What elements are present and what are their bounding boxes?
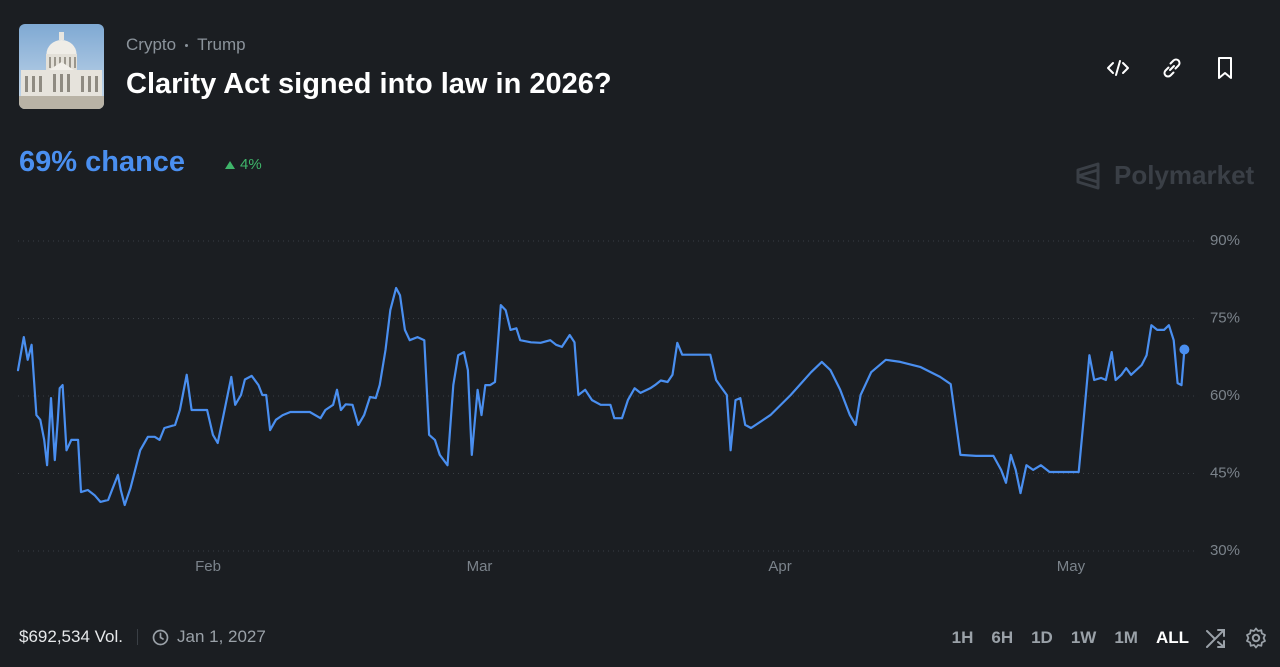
y-tick-label: 90% (1210, 232, 1240, 249)
tag[interactable]: Trump (197, 35, 246, 54)
x-tick-label: May (1057, 558, 1086, 575)
footer-info: $692,534 Vol. Jan 1, 2027 (19, 627, 266, 647)
compare-button[interactable] (1204, 626, 1228, 650)
x-tick-label: Apr (768, 558, 791, 575)
y-tick-label: 75% (1210, 309, 1240, 326)
y-tick-label: 45% (1210, 464, 1240, 481)
x-tick-label: Feb (195, 558, 221, 575)
bookmark-button[interactable] (1212, 55, 1238, 81)
x-tick-label: Mar (467, 558, 493, 575)
capitol-illustration (19, 24, 104, 109)
up-arrow (225, 160, 235, 169)
y-tick-label: 30% (1210, 542, 1240, 559)
price-line (16, 286, 1186, 507)
chance: 69% chance (19, 146, 186, 178)
range-button[interactable]: 6H (991, 628, 1014, 647)
tag[interactable]: Crypto (126, 35, 177, 54)
divider (136, 629, 138, 645)
range-button[interactable]: 1D (1031, 628, 1053, 647)
copy-link-button[interactable] (1159, 55, 1185, 81)
range-button[interactable]: 1H (951, 628, 974, 647)
change-value: 4% (240, 156, 262, 173)
change: 4% (224, 156, 262, 173)
brand-name: Polymarket (1114, 160, 1255, 190)
range-button[interactable]: 1M (1114, 628, 1138, 647)
range-button[interactable]: 1W (1070, 628, 1097, 647)
current-point (1179, 344, 1190, 355)
tags: Crypto Trump (126, 35, 246, 55)
market-image (19, 24, 104, 109)
clock-icon (152, 629, 169, 645)
range-selector: 1H 6H 1D 1W 1M ALL (943, 626, 1268, 650)
embed-button[interactable] (1105, 55, 1131, 81)
volume: $692,534 Vol. (19, 627, 123, 646)
end-date-text: Jan 1, 2027 (176, 627, 266, 646)
range-button[interactable]: ALL (1155, 628, 1189, 647)
settings-button[interactable] (1244, 626, 1268, 650)
separator (185, 43, 189, 47)
brand: Polymarket (1074, 160, 1254, 191)
end-date: Jan 1, 2027 (152, 627, 266, 647)
y-tick-label: 60% (1210, 387, 1240, 404)
brand-logo (1076, 162, 1100, 189)
market-title: Clarity Act signed into law in 2026? (126, 68, 612, 100)
